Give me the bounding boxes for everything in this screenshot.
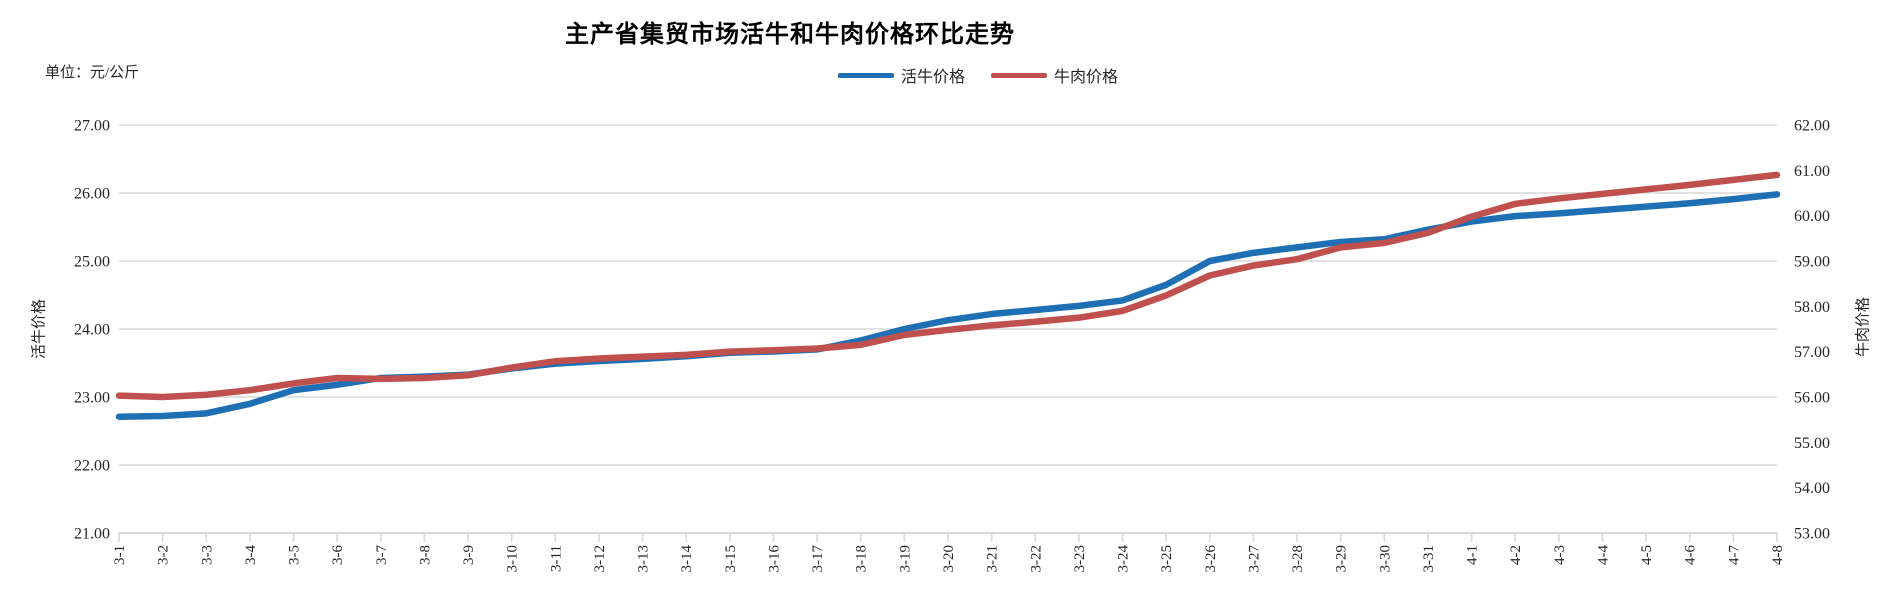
left-axis-tick-label: 21.00 — [74, 526, 110, 543]
x-axis-tick-label: 3-17 — [810, 545, 826, 573]
right-axis-tick-label: 54.00 — [1794, 480, 1830, 497]
x-axis-tick-label: 3-14 — [679, 545, 695, 573]
right-axis-tick-label: 61.00 — [1794, 163, 1830, 180]
x-axis-tick-label: 3-31 — [1421, 545, 1437, 573]
right-axis-tick-label: 60.00 — [1794, 208, 1830, 225]
x-axis-tick-label: 3-2 — [156, 545, 172, 565]
x-axis-tick-label: 3-18 — [854, 545, 870, 573]
x-axis-tick-label: 3-8 — [417, 545, 433, 565]
x-axis-tick-label: 4-8 — [1770, 545, 1786, 565]
x-axis-tick-label: 3-4 — [243, 545, 259, 565]
legend-item-beef[interactable]: 牛肉价格 — [991, 63, 1118, 87]
live-cattle-price-line[interactable] — [115, 191, 1781, 420]
legend-item-live-cattle[interactable]: 活牛价格 — [837, 63, 965, 87]
x-axis-tick-label: 4-7 — [1726, 545, 1742, 565]
live-cattle-line-swatch — [837, 72, 894, 78]
x-axis-tick-label: 3-3 — [199, 545, 215, 565]
x-axis-tick-label: 3-19 — [897, 545, 913, 573]
unit-label: 单位：元/公斤 — [45, 65, 140, 81]
x-axis-tick-label: 3-12 — [592, 545, 608, 573]
x-axis-tick-label: 3-6 — [330, 545, 346, 565]
x-axis-tick-label: 4-4 — [1595, 545, 1611, 565]
right-axis-tick-label: 58.00 — [1794, 299, 1830, 316]
left-axis-tick-label: 24.00 — [74, 322, 110, 339]
legend-label: 牛肉价格 — [1054, 69, 1119, 86]
x-axis-tick-label: 4-1 — [1465, 545, 1481, 565]
legend: 活牛价格 牛肉价格 — [837, 63, 1118, 87]
x-axis-tick-label: 3-10 — [505, 545, 521, 573]
right-axis-tick-label: 55.00 — [1794, 435, 1830, 452]
x-axis-tick-label: 3-5 — [287, 545, 303, 565]
right-axis-tick-label: 53.00 — [1794, 526, 1830, 543]
right-axis-tick-label: 57.00 — [1794, 344, 1830, 361]
x-axis-tick-label: 3-24 — [1116, 545, 1132, 573]
left-axis-tick-label: 25.00 — [74, 254, 110, 271]
x-axis-tick-label: 3-16 — [766, 545, 782, 573]
x-axis-tick-label: 3-25 — [1159, 545, 1175, 573]
x-axis-tick-label: 3-9 — [461, 545, 477, 565]
x-axis-tick-label: 3-29 — [1334, 545, 1350, 573]
left-axis-tick-label: 27.00 — [74, 118, 110, 135]
right-axis-tick-label: 62.00 — [1794, 118, 1830, 135]
x-axis-tick-label: 3-23 — [1072, 545, 1088, 573]
right-axis-tick-label: 59.00 — [1794, 254, 1830, 271]
beef-price-line[interactable] — [115, 171, 1781, 401]
x-axis-tick-label: 4-3 — [1552, 545, 1568, 565]
x-axis-tick-label: 4-2 — [1508, 545, 1524, 565]
x-axis-tick-label: 3-20 — [941, 545, 957, 573]
x-axis-tick-label: 3-28 — [1290, 545, 1306, 573]
x-axis-tick-label: 3-7 — [374, 545, 390, 565]
x-axis-tick-label: 4-5 — [1639, 545, 1655, 565]
x-axis-tick-label: 4-6 — [1683, 545, 1699, 565]
x-axis-tick-label: 3-27 — [1246, 545, 1262, 573]
x-axis-tick-label: 3-30 — [1377, 545, 1393, 573]
x-axis-tick-label: 3-21 — [985, 545, 1001, 573]
beef-line-swatch — [991, 72, 1047, 78]
left-axis-tick-label: 22.00 — [74, 458, 110, 475]
left-axis-tick-label: 26.00 — [74, 186, 110, 203]
right-axis-tick-label: 56.00 — [1794, 390, 1830, 407]
x-axis-tick-label: 3-11 — [548, 545, 564, 572]
left-axis-tick-label: 23.00 — [74, 390, 110, 407]
x-axis-tick-label: 3-15 — [723, 545, 739, 573]
x-axis-tick-label: 3-26 — [1203, 545, 1219, 573]
x-axis-tick-label: 3-13 — [636, 545, 652, 573]
x-axis-tick-label: 3-1 — [112, 545, 128, 565]
legend-label: 活牛价格 — [900, 69, 965, 86]
x-axis-tick-label: 3-22 — [1028, 545, 1044, 573]
chart-title: 主产省集贸市场活牛和牛肉价格环比走势 — [565, 22, 1015, 48]
